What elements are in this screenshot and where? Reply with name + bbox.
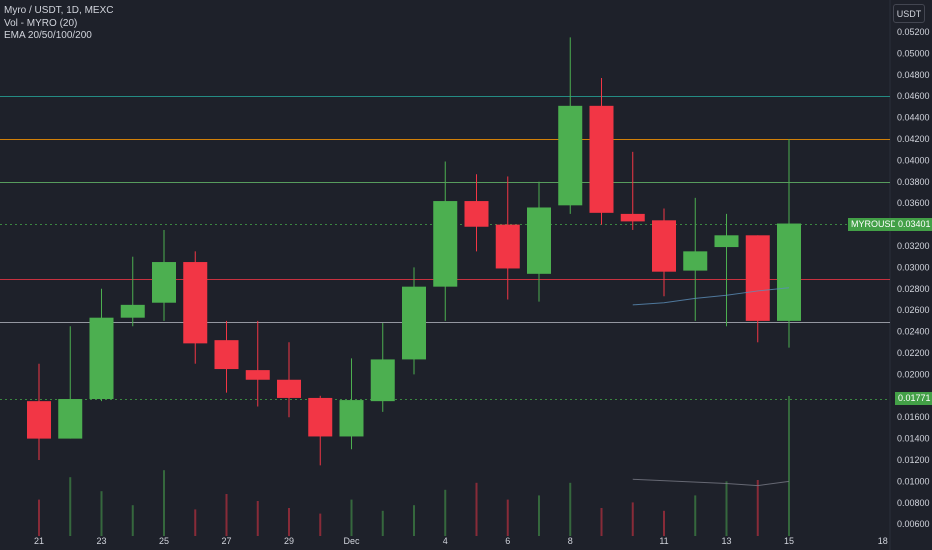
- x-tick-label: 21: [34, 536, 44, 546]
- y-tick-label: 0.02600: [897, 305, 930, 315]
- volume-bar: [788, 396, 790, 536]
- candle-body: [714, 235, 739, 248]
- y-tick-label: 0.02800: [897, 284, 930, 294]
- ema-indicator-label[interactable]: EMA 20/50/100/200: [4, 30, 92, 41]
- candle-body: [558, 105, 583, 206]
- y-tick-label: 0.03800: [897, 177, 930, 187]
- chart-legend: Myro / USDT, 1D, MEXC Vol - MYRO (20) EM…: [4, 5, 113, 43]
- candle-body: [620, 213, 645, 222]
- candle-body: [495, 224, 520, 269]
- volume-bar: [225, 494, 228, 536]
- x-tick-label: 27: [221, 536, 231, 546]
- x-tick-label: 18: [878, 536, 888, 546]
- volume-bar: [350, 499, 353, 536]
- y-tick-label: 0.03600: [897, 198, 930, 208]
- volume-bar: [69, 477, 72, 536]
- symbol-price-tag: MYROUSDT: [848, 218, 906, 231]
- volume-bar: [506, 499, 509, 536]
- volume-bar: [256, 501, 259, 536]
- x-tick-label: 29: [284, 536, 294, 546]
- y-tick-label: 0.02200: [897, 348, 930, 358]
- x-tick-label: 25: [159, 536, 169, 546]
- candle-body: [589, 105, 614, 213]
- volume-bar: [538, 495, 540, 536]
- x-tick-label: Dec: [343, 536, 360, 546]
- x-tick-label: 15: [784, 536, 794, 546]
- candle-body: [683, 251, 708, 271]
- y-tick-label: 0.04200: [897, 134, 930, 144]
- x-tick-label: 8: [568, 536, 573, 546]
- x-tick-label: 4: [443, 536, 448, 546]
- reference-price-tag: 0.01771: [895, 392, 932, 405]
- y-tick-label: 0.01600: [897, 412, 930, 422]
- candle-body: [745, 235, 770, 321]
- volume-bar: [288, 508, 290, 536]
- ema-line: [632, 287, 790, 306]
- x-tick-label: 13: [721, 536, 731, 546]
- symbol-title: Myro / USDT, 1D, MEXC: [4, 5, 114, 16]
- candle-body: [27, 401, 51, 439]
- y-tick-label: 0.04800: [897, 70, 930, 80]
- currency-button[interactable]: USDT: [893, 4, 925, 23]
- volume-bar: [569, 482, 572, 536]
- y-tick-label: 0.03000: [897, 262, 930, 272]
- volume-bar: [444, 489, 447, 536]
- candle-body: [58, 399, 83, 439]
- candle-body: [527, 207, 551, 274]
- y-tick-label: 0.04000: [897, 155, 930, 165]
- volume-bar: [663, 510, 665, 536]
- candle-body: [308, 397, 333, 437]
- y-tick-label: 0.02400: [897, 327, 930, 337]
- volume-bar: [131, 505, 134, 536]
- volume-indicator-label[interactable]: Vol - MYRO (20): [4, 17, 78, 29]
- volume-bar: [100, 491, 103, 536]
- y-tick-label: 0.05200: [897, 27, 930, 37]
- y-tick-label: 0.03200: [897, 241, 930, 251]
- volume-bar: [475, 482, 478, 536]
- candle-body: [433, 201, 458, 287]
- y-tick-label: 0.04400: [897, 113, 930, 123]
- volume-bar: [725, 481, 728, 536]
- x-tick-label: 6: [505, 536, 510, 546]
- candle-body: [652, 220, 676, 272]
- y-tick-label: 0.01000: [897, 476, 930, 486]
- y-tick-label: 0.00800: [897, 498, 930, 508]
- volume-bar: [631, 502, 634, 536]
- candle-body: [777, 223, 801, 321]
- y-tick-label: 0.04600: [897, 91, 930, 101]
- x-tick-label: 23: [96, 536, 106, 546]
- candle-body: [89, 317, 114, 400]
- volume-bar: [756, 480, 759, 536]
- y-tick-label: 0.05000: [897, 48, 930, 58]
- candle-body: [183, 262, 208, 344]
- candle-body: [120, 304, 145, 318]
- y-tick-label: 0.00600: [897, 519, 930, 529]
- candle-body: [339, 400, 364, 437]
- y-tick-label: 0.01400: [897, 434, 930, 444]
- y-tick-label: 0.02000: [897, 369, 930, 379]
- last-price-tag: 0.03401: [895, 218, 932, 231]
- volume-bar: [194, 509, 197, 536]
- candle-body: [214, 340, 239, 370]
- x-tick-label: 11: [659, 536, 668, 546]
- volume-bar: [694, 495, 697, 536]
- candle-body: [152, 262, 176, 303]
- volume-bar: [38, 499, 40, 536]
- candle-body: [370, 359, 395, 402]
- candle-body: [464, 201, 489, 227]
- volume-bar: [600, 508, 603, 536]
- volume-ma-line: [632, 478, 790, 487]
- volume-bar: [381, 510, 384, 536]
- candle-body: [402, 286, 426, 360]
- volume-bar: [413, 505, 415, 536]
- candle-body: [277, 379, 301, 398]
- volume-bar: [163, 470, 165, 536]
- y-tick-label: 0.01200: [897, 455, 930, 465]
- volume-bar: [319, 513, 322, 536]
- candle-body: [245, 370, 270, 380]
